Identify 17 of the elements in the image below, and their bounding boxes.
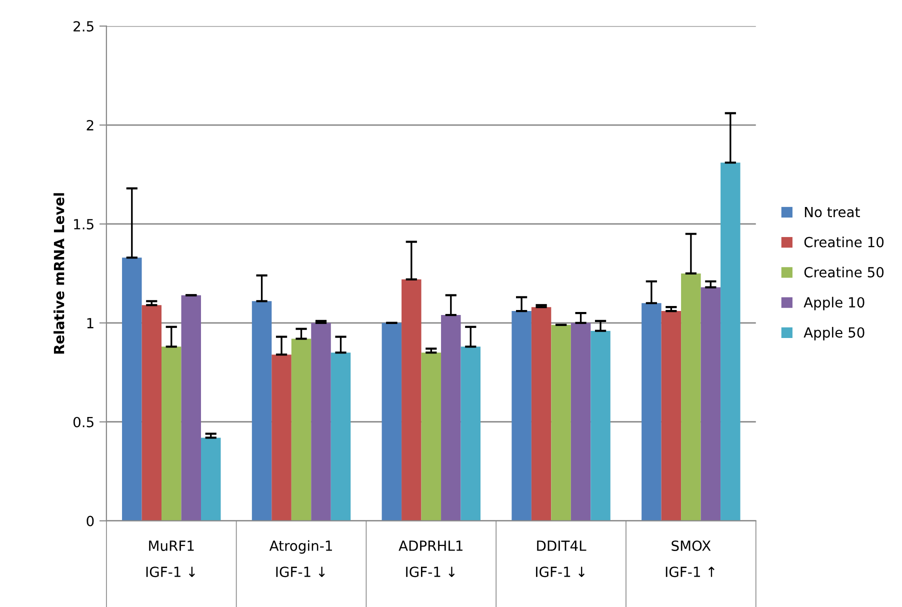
x-tick-label: ADPRHL1 IGF-1 ↓ [398,540,462,578]
y-tick-label: 0 [86,516,94,526]
legend-label: Apple 10 [804,296,864,310]
x-tick-label: MuRF1 IGF-1 ↓ [146,540,195,578]
y-tick-label: 2.5 [74,21,94,32]
x-tick-label: SMOX IGF-1 ↑ [666,540,714,578]
legend-label: Creatine 50 [804,266,884,278]
legend-label: Apple 50 [804,326,864,340]
y-tick-label: 0.5 [73,416,94,428]
y-axis-title: Relative mRNA Level [54,193,64,354]
legend-label: Creatine 10 [804,236,884,248]
x-tick-label: Atrogin-1 IGF-1 ↓ [269,540,332,578]
y-tick-label: 1.5 [74,219,94,230]
legend-label: No treat [804,206,860,218]
x-tick-label: DDIT4L IGF-1 ↓ [536,540,586,578]
y-tick-label: 1 [87,318,94,328]
y-tick-label: 2 [86,120,94,130]
